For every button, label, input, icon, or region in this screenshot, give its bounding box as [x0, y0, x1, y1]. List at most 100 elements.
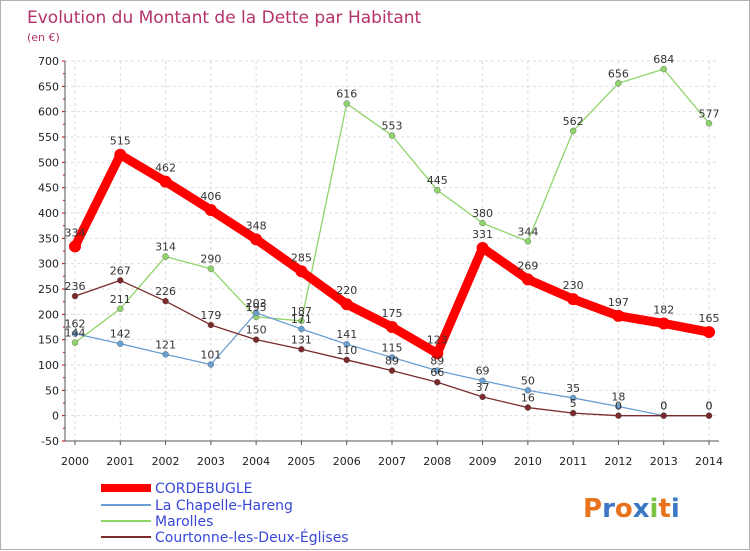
y-tick-label: 350	[38, 232, 59, 245]
data-label: 203	[246, 297, 267, 310]
y-tick-label: 150	[38, 334, 59, 347]
x-tick-label: 2001	[106, 455, 134, 468]
data-label: 0	[660, 400, 667, 413]
data-point	[434, 186, 441, 194]
y-tick-label: 100	[38, 359, 59, 372]
data-point	[162, 253, 169, 260]
data-label: 515	[110, 135, 131, 148]
data-label: 16	[521, 392, 535, 405]
data-label: 553	[382, 119, 403, 132]
x-tick-label: 2014	[695, 455, 723, 468]
data-point	[615, 412, 622, 419]
data-point	[388, 354, 396, 361]
y-tick-label: 50	[45, 384, 59, 397]
legend-label: La Chapelle-Hareng	[155, 498, 293, 514]
data-label: 179	[200, 309, 221, 322]
x-tick-label: 2010	[514, 455, 542, 468]
proxiti-logo: Proxiti	[583, 494, 680, 524]
data-label: 182	[653, 303, 674, 316]
data-label: 0	[615, 400, 622, 413]
series-lines	[69, 65, 715, 419]
data-point	[615, 80, 622, 87]
data-point	[524, 238, 532, 245]
data-label: 131	[291, 333, 312, 346]
x-tick-label: 2012	[604, 455, 632, 468]
data-label: 165	[699, 312, 720, 325]
data-label: 89	[430, 355, 444, 368]
data-label: 211	[110, 293, 131, 306]
y-tick-label: 550	[38, 131, 59, 144]
data-label: 141	[336, 328, 357, 341]
data-label: 50	[521, 374, 535, 387]
data-point	[567, 293, 580, 306]
data-point	[204, 203, 217, 216]
x-tick-label: 2008	[423, 455, 451, 468]
axes: -500501001502002503003504004505005506006…	[38, 55, 723, 468]
x-tick-label: 2009	[469, 455, 497, 468]
data-point	[569, 394, 577, 402]
data-label: 0	[660, 400, 667, 413]
data-label: 380	[472, 207, 493, 220]
x-tick-label: 2005	[287, 455, 315, 468]
data-label: 562	[563, 115, 584, 128]
y-tick-label: 250	[38, 283, 59, 296]
data-label: 577	[699, 107, 720, 120]
data-label: 314	[155, 241, 176, 254]
data-point	[117, 340, 124, 347]
data-label: 226	[155, 285, 176, 298]
data-point	[207, 361, 215, 368]
data-point	[660, 412, 667, 419]
data-label: 0	[706, 400, 713, 413]
x-tick-label: 2000	[61, 455, 89, 468]
data-point	[250, 233, 263, 246]
data-point	[159, 175, 172, 188]
x-tick-label: 2003	[197, 455, 225, 468]
data-label: 123	[427, 333, 448, 346]
data-label: 35	[566, 382, 580, 395]
data-label: 69	[476, 365, 490, 378]
data-point	[431, 347, 444, 360]
data-label: 684	[653, 53, 674, 66]
data-point	[343, 100, 350, 107]
data-point	[295, 265, 308, 278]
y-tick-label: 600	[38, 106, 59, 119]
data-point	[479, 393, 486, 401]
data-label: 656	[608, 67, 629, 80]
chart-title: Evolution du Montant de la Dette par Hab…	[27, 8, 422, 28]
data-point	[569, 127, 577, 135]
data-point	[117, 277, 124, 284]
data-label: 334	[65, 226, 86, 239]
data-label: 5	[570, 397, 577, 410]
y-tick-label: 650	[38, 80, 59, 93]
data-label: 236	[65, 280, 86, 293]
data-point	[252, 309, 260, 317]
x-tick-label: 2011	[559, 455, 587, 468]
data-label: 171	[291, 313, 312, 326]
x-tick-label: 2007	[378, 455, 406, 468]
data-point	[479, 219, 486, 227]
data-point	[615, 403, 622, 410]
data-point	[117, 305, 124, 312]
data-point	[340, 298, 353, 311]
data-labels: 144 211 314 290 195 187 616 553 445 380 344 562 656 6…	[65, 53, 720, 413]
data-label: 18	[611, 391, 625, 404]
y-tick-label: 200	[38, 308, 59, 321]
data-point	[524, 404, 532, 411]
data-point	[703, 326, 715, 339]
data-point	[476, 241, 489, 254]
x-tick-label: 2006	[333, 455, 361, 468]
data-point	[298, 325, 305, 333]
data-point	[660, 65, 667, 73]
data-label: 197	[608, 296, 629, 309]
data-label: 331	[472, 228, 493, 241]
chart-subtitle: (en €)	[27, 31, 60, 44]
legend-label: Marolles	[155, 514, 213, 530]
data-point	[252, 336, 260, 343]
data-label: 89	[385, 355, 399, 368]
y-tick-label: -50	[41, 435, 59, 448]
x-tick-label: 2004	[242, 455, 270, 468]
data-label: 0	[706, 400, 713, 413]
data-point	[612, 309, 625, 322]
data-label: 110	[336, 344, 357, 357]
